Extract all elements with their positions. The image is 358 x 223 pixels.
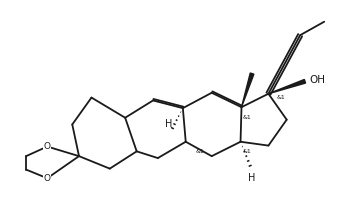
Text: &1: &1 bbox=[242, 149, 251, 154]
Text: H: H bbox=[248, 173, 256, 183]
Text: &1: &1 bbox=[195, 149, 204, 154]
Text: &1: &1 bbox=[277, 95, 286, 100]
Polygon shape bbox=[268, 79, 306, 94]
Text: O: O bbox=[44, 174, 51, 183]
Text: OH: OH bbox=[309, 75, 325, 85]
Text: H: H bbox=[165, 120, 172, 130]
Text: O: O bbox=[44, 142, 51, 151]
Polygon shape bbox=[242, 73, 254, 107]
Text: &1: &1 bbox=[242, 115, 251, 120]
